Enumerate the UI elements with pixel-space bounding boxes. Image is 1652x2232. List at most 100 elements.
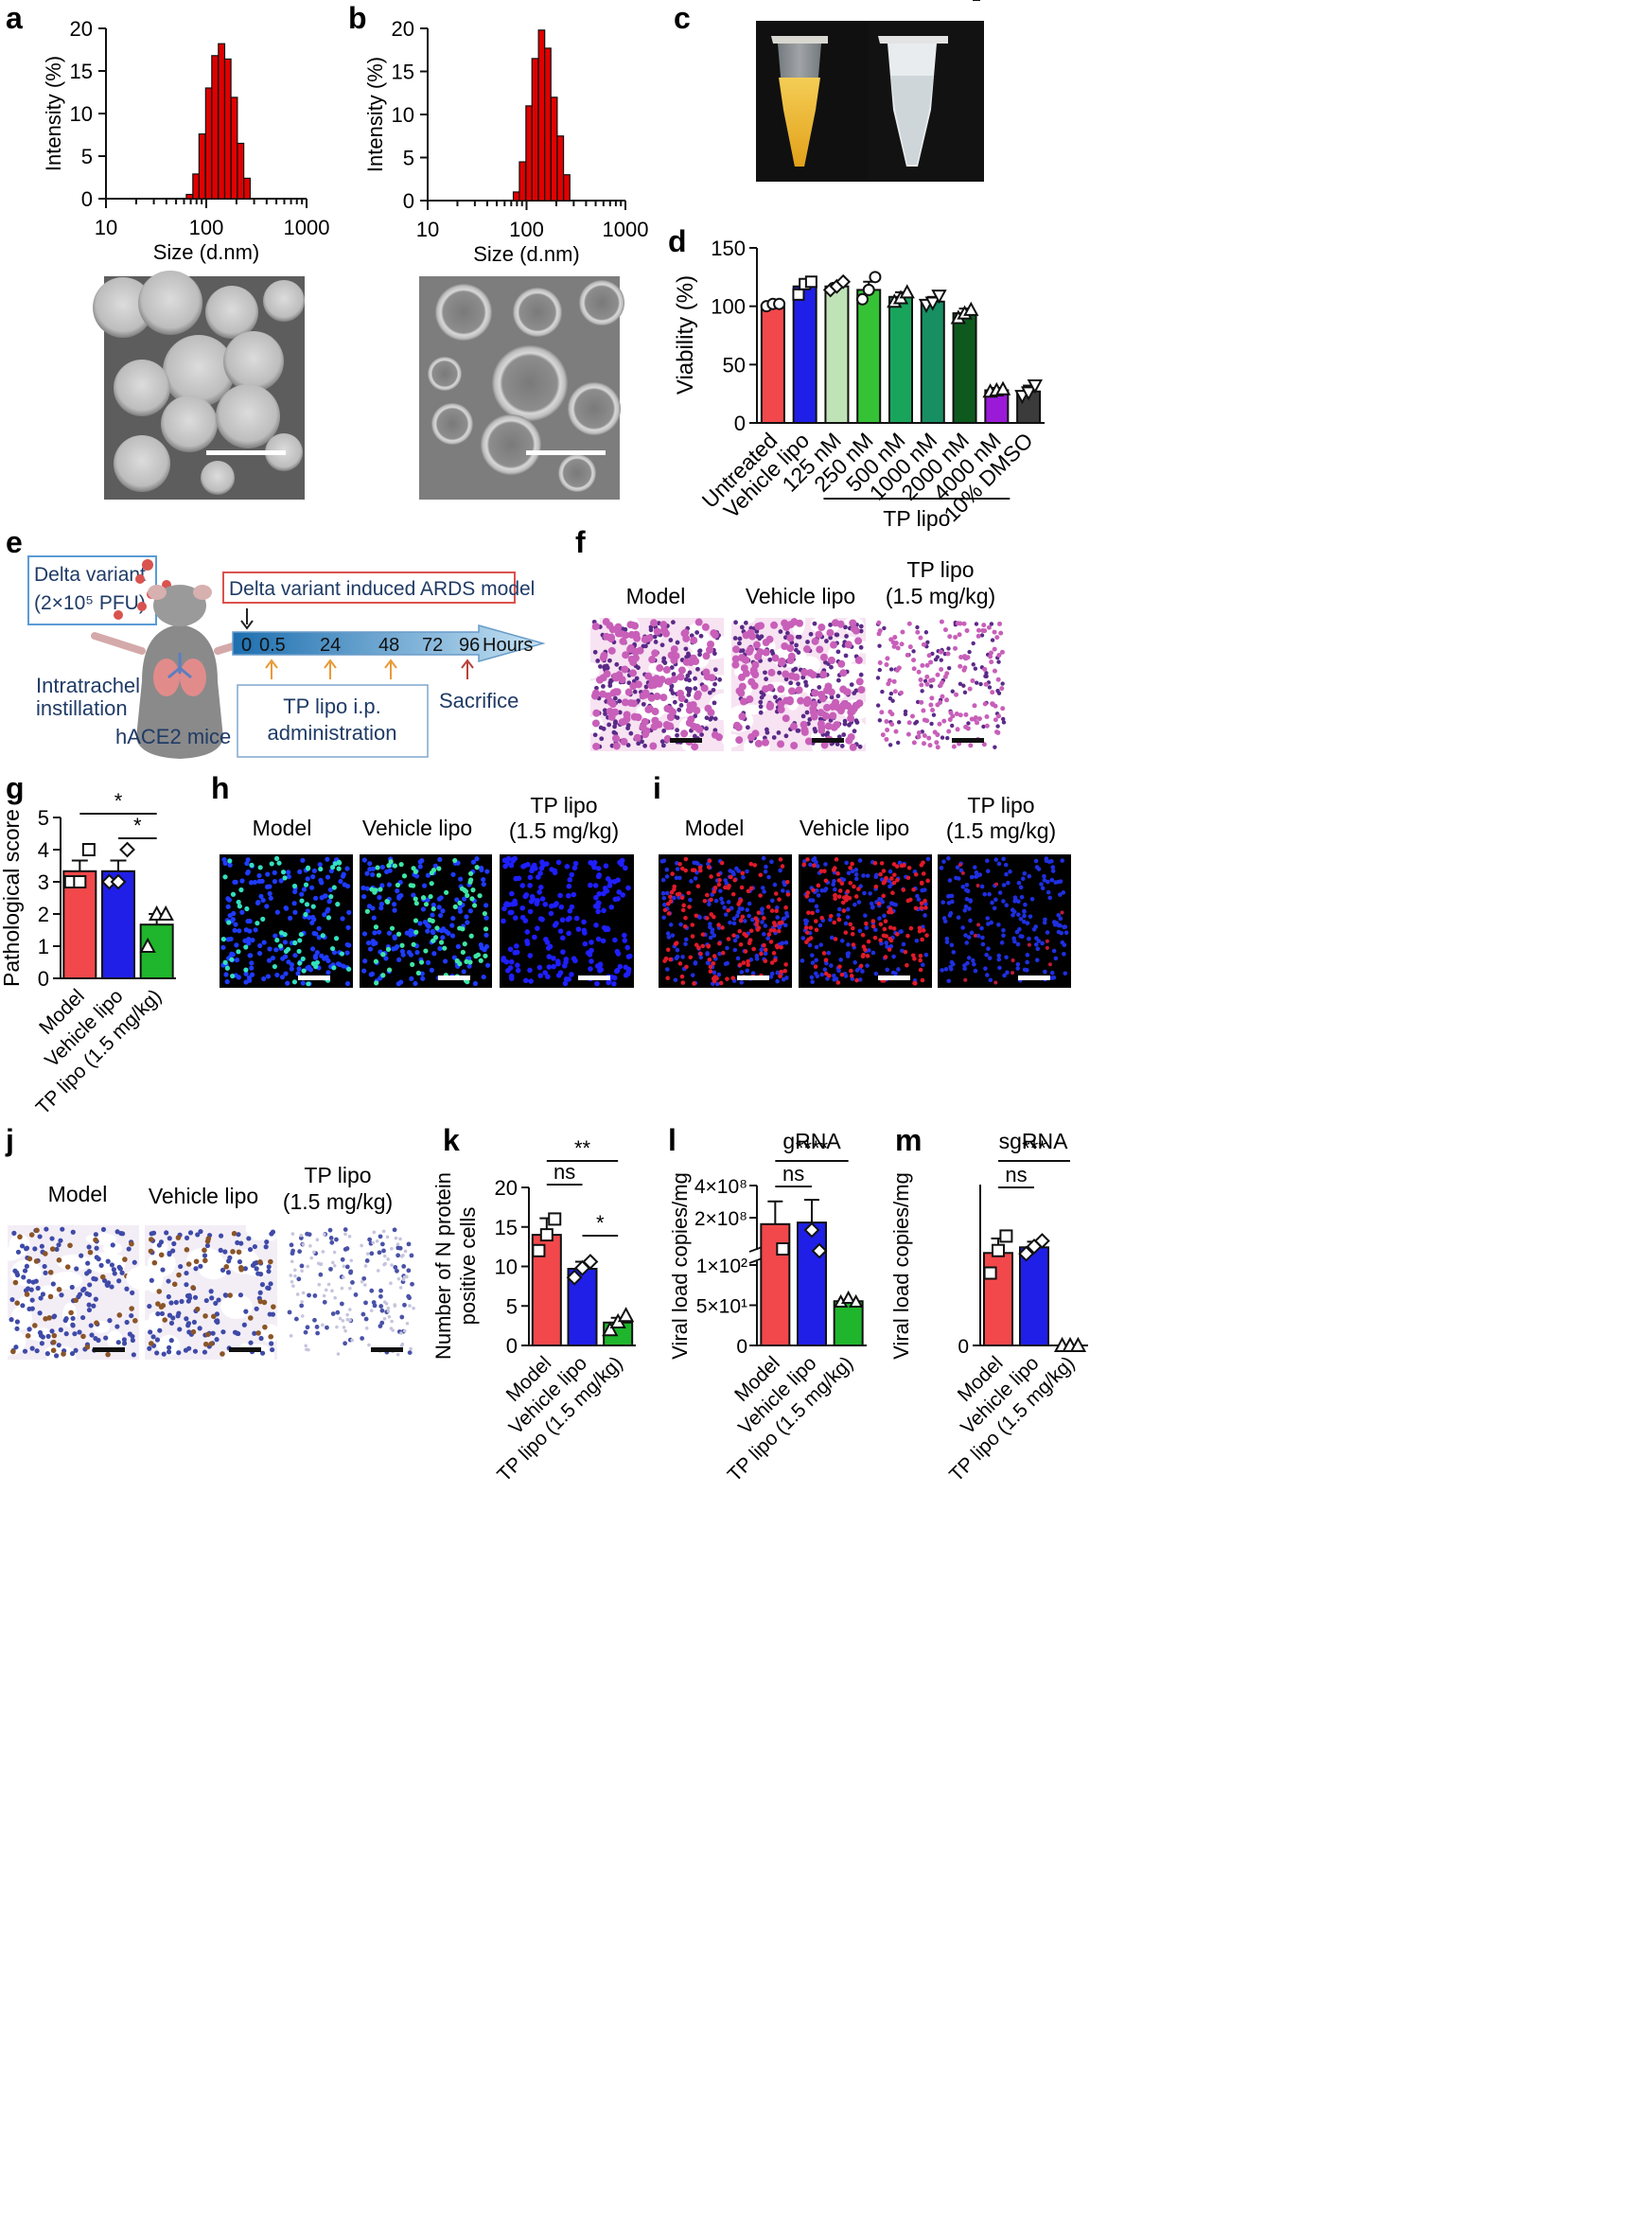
- cell-dot: [881, 933, 887, 939]
- cell-dot: [185, 1293, 191, 1299]
- cell-dot: [732, 938, 738, 943]
- f-label-tp-dose: (1.5 mg/kg): [886, 584, 995, 608]
- cell-dot: [547, 943, 554, 950]
- cell-dot: [220, 937, 226, 942]
- cell-dot: [732, 877, 737, 883]
- cell-dot: [683, 937, 689, 942]
- cell-dot: [845, 915, 851, 920]
- cell-dot: [888, 869, 893, 874]
- data-point: [983, 1266, 997, 1280]
- route-line2: instillation: [36, 696, 128, 720]
- cell-dot: [916, 734, 922, 740]
- cell-dot: [990, 701, 995, 707]
- cell-dot: [844, 634, 849, 639]
- cell-dot: [515, 962, 520, 968]
- cell-dot: [941, 859, 946, 864]
- significance-label: **: [574, 1136, 591, 1160]
- cell-dot: [709, 874, 713, 879]
- cell-dot: [383, 956, 389, 961]
- cell-dot: [399, 1331, 403, 1335]
- cell-dot: [819, 671, 828, 679]
- cell-dot: [1035, 946, 1041, 952]
- cell-dot: [739, 970, 745, 975]
- cell-dot: [460, 949, 466, 956]
- cell-dot: [522, 977, 529, 984]
- cell-dot: [395, 931, 402, 937]
- cell-dot: [347, 1235, 352, 1239]
- cell-dot: [104, 1281, 110, 1288]
- cell-dot: [378, 1293, 383, 1299]
- cell-dot: [931, 712, 937, 717]
- cell-dot: [790, 618, 799, 626]
- cell-dot: [422, 883, 428, 888]
- cell-dot: [922, 717, 927, 723]
- cell-dot: [437, 945, 443, 952]
- cell-dot: [740, 870, 746, 876]
- cell-dot: [693, 676, 697, 681]
- cell-dot: [209, 1295, 215, 1301]
- cell-dot: [911, 649, 916, 654]
- cell-dot: [362, 958, 368, 964]
- cell-dot: [289, 1242, 294, 1248]
- cell-dot: [909, 713, 915, 719]
- cell-dot: [737, 962, 743, 968]
- cell-dot: [746, 962, 750, 968]
- cell-dot: [467, 908, 474, 914]
- cell-dot: [967, 686, 973, 692]
- data-point: [617, 1307, 635, 1323]
- cell-dot: [272, 963, 277, 970]
- cell-dot: [528, 978, 534, 984]
- cell-dot: [571, 891, 577, 898]
- cell-dot: [381, 1229, 386, 1234]
- cell-dot: [501, 918, 506, 924]
- h-label-vehicle: Vehicle lipo: [362, 816, 472, 840]
- cell-dot: [301, 1291, 306, 1295]
- cell-dot: [729, 905, 734, 911]
- cell-dot: [823, 862, 828, 867]
- cell-dot: [588, 859, 593, 866]
- cell-dot: [329, 1239, 335, 1245]
- cell-dot: [1046, 879, 1050, 885]
- cell-dot: [559, 917, 566, 923]
- cell-dot: [775, 970, 781, 975]
- cell-dot: [1042, 873, 1046, 879]
- cell-dot: [884, 736, 889, 742]
- cell-dot: [958, 681, 963, 687]
- cell-dot: [562, 980, 569, 987]
- cell-dot: [954, 875, 958, 881]
- cell-dot: [849, 682, 854, 688]
- cell-dot: [894, 667, 900, 673]
- cell-dot: [919, 880, 924, 886]
- cell-dot: [833, 937, 838, 941]
- cell-dot: [395, 1253, 401, 1258]
- cell-dot: [929, 721, 934, 727]
- cell-dot: [1012, 939, 1017, 944]
- cell-dot: [107, 1318, 113, 1324]
- cell-dot: [566, 892, 571, 899]
- cell-dot: [747, 901, 752, 906]
- cell-dot: [832, 878, 836, 884]
- data-point: [869, 271, 882, 284]
- cell-dot: [926, 653, 932, 659]
- cell-dot: [816, 883, 821, 888]
- cell-dot: [809, 708, 817, 716]
- cell-dot: [987, 891, 992, 897]
- cell-dot: [941, 718, 947, 724]
- cell-dot: [243, 971, 249, 976]
- cell-dot: [857, 977, 863, 982]
- cell-dot: [690, 868, 695, 872]
- cell-dot: [675, 732, 679, 738]
- cell-dot: [712, 970, 717, 975]
- cell-dot: [879, 710, 885, 715]
- cell-dot: [694, 690, 702, 698]
- cell-dot: [266, 1269, 272, 1274]
- cell-dot: [670, 691, 676, 696]
- panel-label-e: e: [6, 525, 23, 559]
- cell-dot: [694, 861, 700, 866]
- cell-dot: [390, 1319, 394, 1324]
- cell-dot: [750, 681, 759, 690]
- cell-dot: [632, 689, 638, 694]
- cell-dot: [378, 1288, 383, 1293]
- cell-dot: [339, 951, 345, 957]
